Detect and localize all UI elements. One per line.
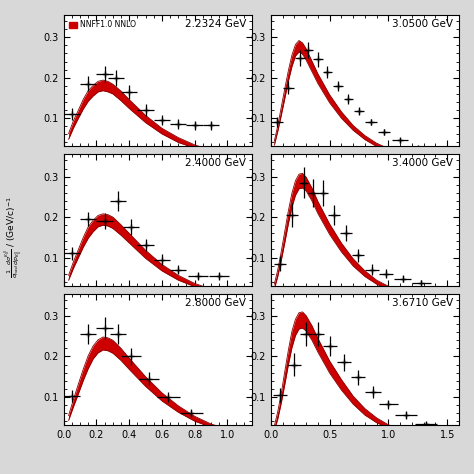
- Text: 3.4000 GeV: 3.4000 GeV: [392, 158, 453, 168]
- Legend: NNFF1.0 NNLO: NNFF1.0 NNLO: [67, 19, 137, 31]
- Text: 3.0500 GeV: 3.0500 GeV: [392, 19, 453, 29]
- Text: 3.6710 GeV: 3.6710 GeV: [392, 298, 453, 308]
- Text: 2.4000 GeV: 2.4000 GeV: [185, 158, 246, 168]
- Text: 2.8000 GeV: 2.8000 GeV: [185, 298, 246, 308]
- Text: $\frac{1}{\sigma_{had}} \frac{d\sigma^{K^0_S}}{dp_{K^0_S}}$ / (GeV/c)$^{-1}$: $\frac{1}{\sigma_{had}} \frac{d\sigma^{K…: [2, 196, 24, 278]
- Text: 2.2324 GeV: 2.2324 GeV: [185, 19, 246, 29]
